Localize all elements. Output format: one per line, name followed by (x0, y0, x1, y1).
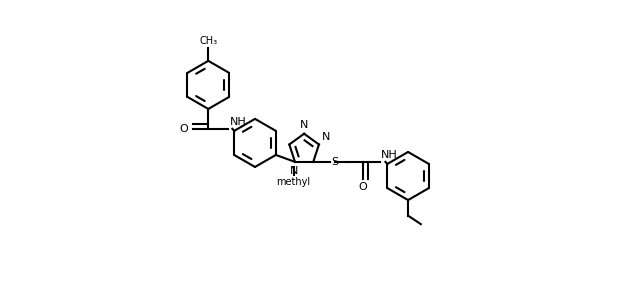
Text: N: N (300, 120, 308, 130)
Text: N: N (289, 166, 298, 176)
Text: N: N (322, 132, 330, 142)
Text: O: O (180, 124, 188, 134)
Text: methyl: methyl (276, 177, 311, 187)
Text: NH: NH (381, 151, 398, 160)
Text: S: S (332, 157, 339, 167)
Text: O: O (358, 182, 367, 192)
Text: NH: NH (230, 117, 246, 127)
Text: CH₃: CH₃ (199, 36, 217, 46)
